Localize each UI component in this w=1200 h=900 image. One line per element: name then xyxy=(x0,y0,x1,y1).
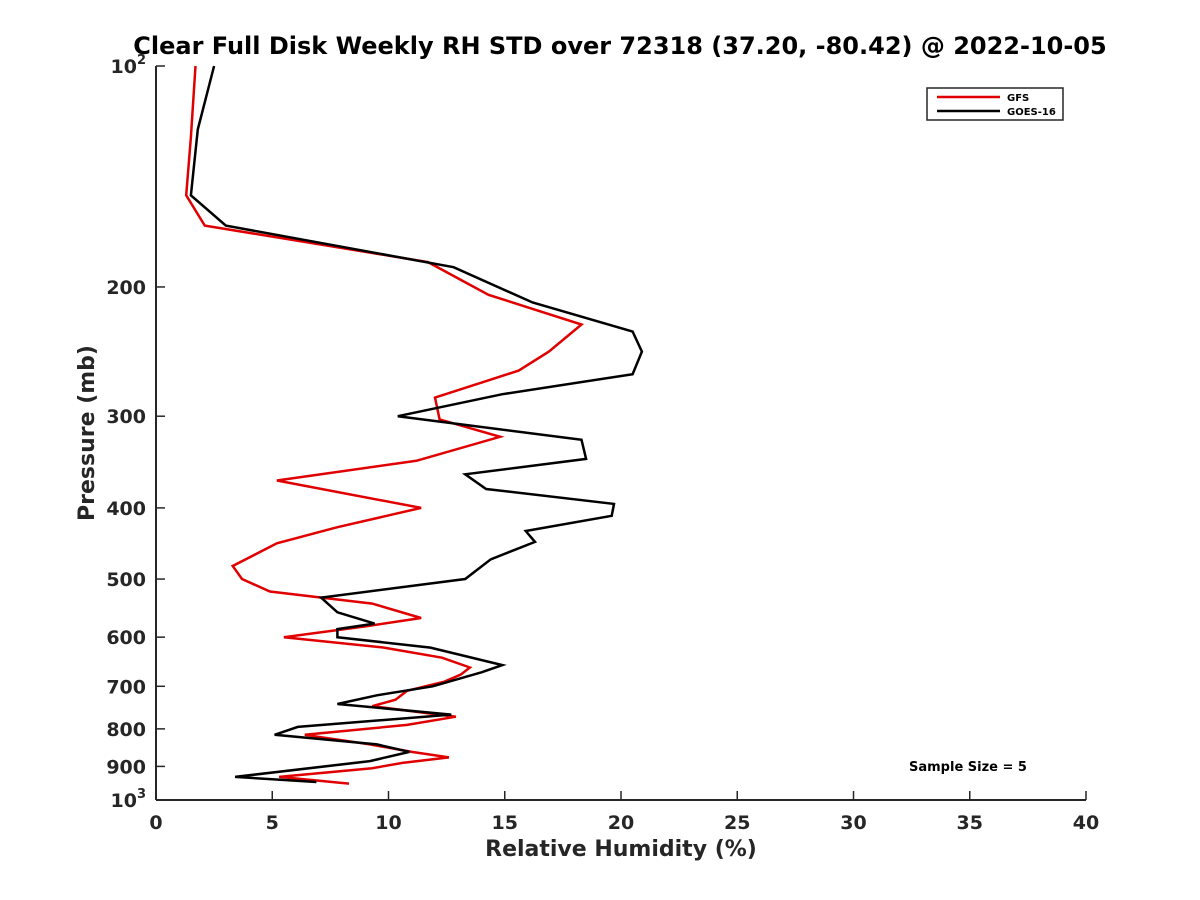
x-tick-label: 25 xyxy=(724,812,750,834)
x-tick-label: 30 xyxy=(840,812,866,834)
y-tick-label: 600 xyxy=(106,627,146,649)
y-tick-label: 800 xyxy=(106,719,146,741)
y-tick-label: 400 xyxy=(106,498,146,520)
x-axis-label: Relative Humidity (%) xyxy=(485,837,757,862)
y-tick-label: 200 xyxy=(106,277,146,299)
x-tick-label: 0 xyxy=(149,812,162,834)
y-tick-label: 300 xyxy=(106,406,146,428)
y-tick-label: 900 xyxy=(106,756,146,778)
plot-area xyxy=(156,66,1086,800)
series-layer xyxy=(184,65,644,785)
legend-label-goes16: GOES-16 xyxy=(1007,107,1056,118)
x-tick-label: 40 xyxy=(1073,812,1099,834)
legend-box xyxy=(926,87,1064,121)
sample-size-annotation: Sample Size = 5 xyxy=(909,760,1027,775)
y-axis-ticks: 102 200 300 400 500 600 700 800 900 103 xyxy=(106,53,165,812)
x-tick-label: 5 xyxy=(266,812,279,834)
x-tick-label: 35 xyxy=(957,812,983,834)
y-tick-label: 500 xyxy=(106,569,146,591)
y-tick-label: 700 xyxy=(106,676,146,698)
x-tick-label: 15 xyxy=(492,812,518,834)
legend: GFS GOES-16 xyxy=(926,87,1064,121)
y-tick-label: 102 xyxy=(111,53,147,78)
x-tick-label: 20 xyxy=(608,812,634,834)
chart-title: Clear Full Disk Weekly RH STD over 72318… xyxy=(133,32,1106,60)
series-line-goes-16 xyxy=(189,65,644,784)
y-axis-label: Pressure (mb) xyxy=(75,345,100,521)
x-axis-ticks: 0 5 10 15 20 25 30 35 40 xyxy=(149,791,1099,834)
series-line-gfs xyxy=(184,65,585,785)
y-tick-label: 103 xyxy=(111,787,147,812)
x-tick-label: 10 xyxy=(375,812,401,834)
legend-label-gfs: GFS xyxy=(1007,93,1029,104)
